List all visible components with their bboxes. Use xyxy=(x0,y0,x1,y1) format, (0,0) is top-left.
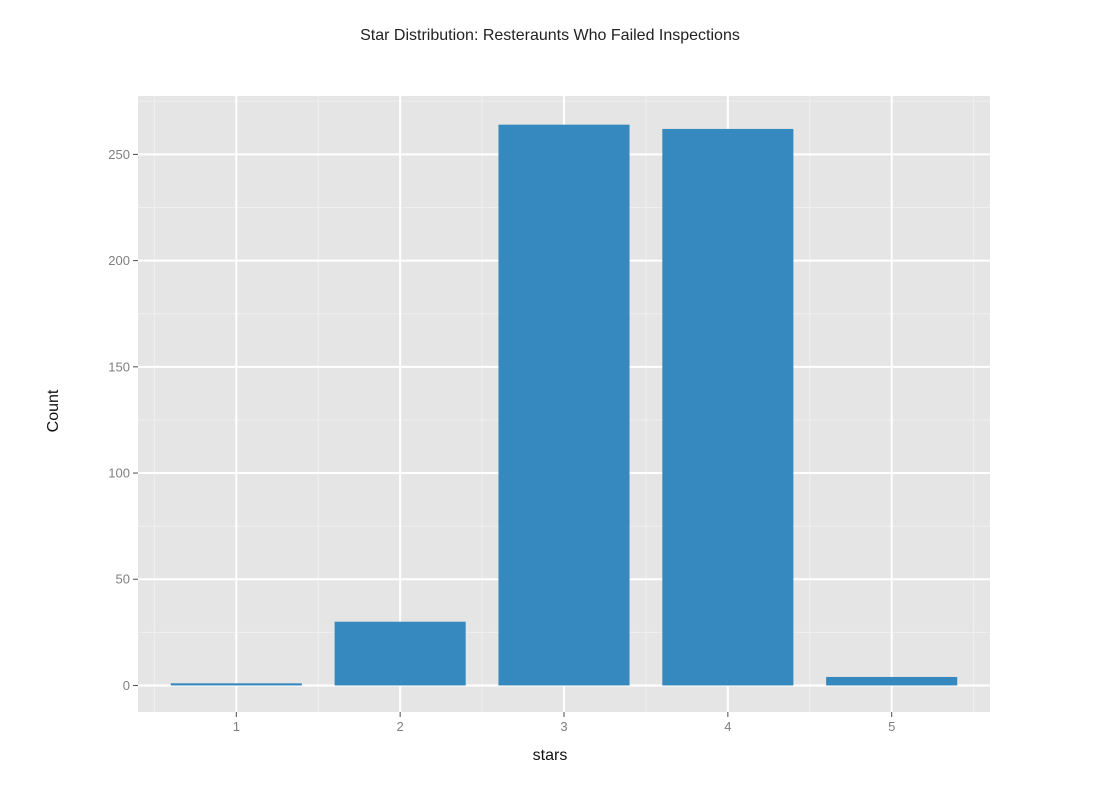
bar-3 xyxy=(498,124,630,686)
y-tick-label: 150 xyxy=(108,359,130,374)
y-tick-label: 50 xyxy=(116,572,130,587)
chart-title: Star Distribution: Resteraunts Who Faile… xyxy=(360,27,740,44)
bar-4 xyxy=(662,128,794,686)
bar-2 xyxy=(334,621,466,686)
x-tick-label: 2 xyxy=(397,719,404,734)
x-axis: 1 2 3 4 5 xyxy=(233,712,895,734)
x-tick-label: 4 xyxy=(724,719,731,734)
y-axis-title: Count xyxy=(45,389,62,432)
x-axis-title: stars xyxy=(533,747,568,764)
bar-1 xyxy=(170,683,302,686)
y-tick-label: 250 xyxy=(108,147,130,162)
y-tick-label: 200 xyxy=(108,253,130,268)
x-tick-label: 5 xyxy=(888,719,895,734)
y-tick-label: 0 xyxy=(123,678,130,693)
x-tick-label: 1 xyxy=(233,719,240,734)
y-axis: 0 50 100 150 200 250 xyxy=(108,147,138,693)
y-tick-label: 100 xyxy=(108,466,130,481)
x-tick-label: 3 xyxy=(560,719,567,734)
bars xyxy=(170,124,958,686)
bar-5 xyxy=(826,676,958,686)
